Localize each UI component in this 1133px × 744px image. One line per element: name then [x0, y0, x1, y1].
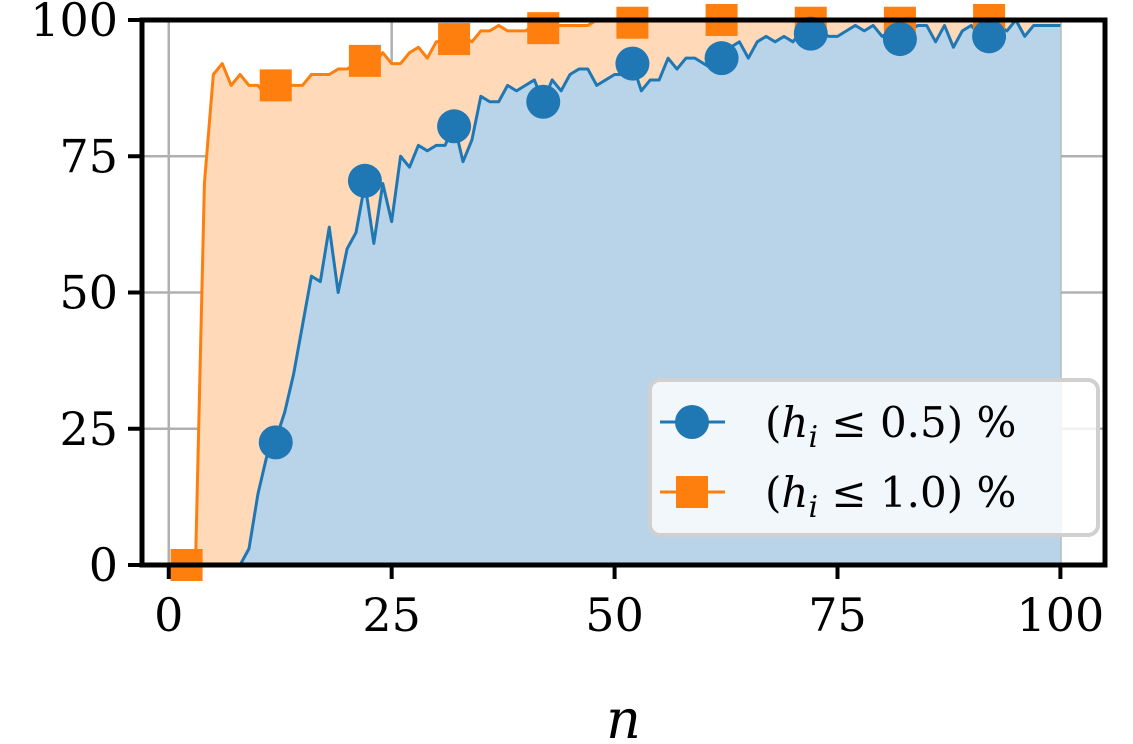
- data-point-circle: [615, 46, 650, 81]
- x-tick-label: 50: [585, 588, 644, 642]
- legend-rel: ≤ 1.0) %: [818, 468, 1016, 517]
- y-tick-label: 50: [59, 266, 118, 320]
- legend-label: (hi ≤ 1.0) %: [765, 468, 1016, 525]
- data-point-circle: [882, 22, 917, 57]
- legend-box: [648, 378, 1100, 537]
- data-point-square: [616, 6, 649, 39]
- data-point-square: [527, 12, 560, 45]
- legend-var: h: [781, 398, 808, 447]
- y-tick-label: 100: [30, 0, 118, 47]
- data-point-square: [259, 69, 292, 102]
- data-point-square: [438, 23, 471, 56]
- data-point-circle: [704, 41, 739, 76]
- y-tick-label: 0: [89, 538, 118, 592]
- x-tick-label: 25: [362, 588, 421, 642]
- data-point-circle: [526, 84, 561, 119]
- data-point-square: [348, 44, 381, 77]
- legend-marker-square: [676, 476, 708, 508]
- data-point-circle: [347, 163, 382, 198]
- x-tick-label: 0: [154, 588, 183, 642]
- x-axis-label: n: [606, 688, 641, 744]
- data-point-circle: [793, 16, 828, 51]
- y-tick-label: 25: [59, 402, 118, 456]
- x-tick-label: 75: [808, 588, 867, 642]
- legend-var: h: [781, 468, 808, 517]
- y-tick-label: 75: [59, 129, 118, 183]
- data-point-circle: [258, 425, 293, 460]
- legend-rel: ≤ 0.5) %: [818, 398, 1016, 447]
- legend-label: (hi ≤ 0.5) %: [765, 398, 1016, 455]
- legend-open: (: [765, 468, 781, 517]
- legend-sub: i: [808, 420, 818, 455]
- legend-open: (: [765, 398, 781, 447]
- legend-sub: i: [808, 490, 818, 525]
- x-tick-label: 100: [1017, 588, 1105, 642]
- data-point-circle: [972, 19, 1007, 54]
- axis-ticks: 0 25 50 75 100 0 25 50 75 100: [30, 0, 1104, 642]
- legend-marker-circle: [675, 405, 709, 439]
- legend: (hi ≤ 0.5) %(hi ≤ 1.0) %: [648, 378, 1100, 537]
- data-point-circle: [437, 109, 472, 144]
